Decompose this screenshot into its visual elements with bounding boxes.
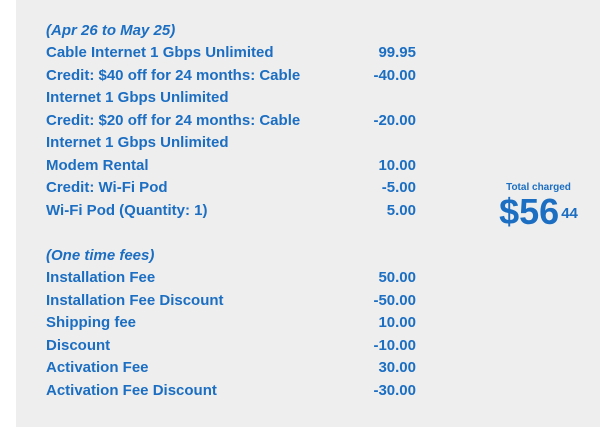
line-item-label: Wi-Fi Pod (Quantity: 1) bbox=[46, 201, 208, 219]
line-item: Wi-Fi Pod (Quantity: 1) 5.00 bbox=[46, 200, 446, 223]
line-item-amount: -5.00 bbox=[381, 179, 416, 196]
line-item-amount: 10.00 bbox=[378, 314, 416, 331]
line-item-label: Credit: Wi-Fi Pod bbox=[46, 179, 168, 196]
line-item-amount: -40.00 bbox=[373, 66, 416, 84]
line-item-label: Installation Fee Discount bbox=[46, 291, 224, 309]
line-item-amount: 99.95 bbox=[378, 44, 416, 61]
line-item-amount: 10.00 bbox=[378, 156, 416, 174]
line-item: Credit: Wi-Fi Pod -5.00 bbox=[46, 177, 446, 200]
bill-panel: (Apr 26 to May 25) Cable Internet 1 Gbps… bbox=[16, 0, 600, 427]
line-item-label: Activation Fee Discount bbox=[46, 381, 217, 399]
line-item-amount: 5.00 bbox=[386, 201, 416, 219]
charges-list: (Apr 26 to May 25) Cable Internet 1 Gbps… bbox=[46, 19, 446, 402]
line-item: Discount -10.00 bbox=[46, 335, 446, 358]
line-item: Shipping fee 10.00 bbox=[46, 312, 446, 335]
line-item: Cable Internet 1 Gbps Unlimited 99.95 bbox=[46, 42, 446, 65]
line-item: Modem Rental 10.00 bbox=[46, 155, 446, 178]
total-dollars: $56 bbox=[499, 191, 560, 232]
line-item-amount: -20.00 bbox=[373, 111, 416, 129]
one-time-fees-heading: (One time fees) bbox=[46, 247, 155, 264]
line-item: Installation Fee 50.00 bbox=[46, 267, 446, 290]
line-item: Activation Fee Discount -30.00 bbox=[46, 380, 446, 403]
line-item-amount: 50.00 bbox=[378, 269, 416, 286]
total-amount: $56 44 bbox=[476, 193, 600, 231]
line-item: Installation Fee Discount -50.00 bbox=[46, 290, 446, 313]
line-item-label: Modem Rental bbox=[46, 156, 149, 174]
line-item-label: Cable Internet 1 Gbps Unlimited bbox=[46, 44, 274, 61]
total-label: Total charged bbox=[506, 182, 571, 193]
line-item-amount: -10.00 bbox=[373, 336, 416, 354]
line-item-label: Activation Fee bbox=[46, 359, 149, 376]
line-item-label: Credit: $40 off for 24 months: Cable Int… bbox=[46, 66, 301, 107]
line-item: Credit: $40 off for 24 months: Cable Int… bbox=[46, 65, 446, 110]
line-item-amount: -50.00 bbox=[373, 291, 416, 309]
line-item-amount: 30.00 bbox=[378, 359, 416, 376]
line-item-label: Shipping fee bbox=[46, 314, 136, 331]
line-item: Credit: $20 off for 24 months: Cable Int… bbox=[46, 110, 446, 155]
total-cents: 44 bbox=[561, 205, 578, 222]
line-item: Activation Fee 30.00 bbox=[46, 357, 446, 380]
total-charged: Total charged $56 44 bbox=[476, 182, 600, 231]
line-item-amount: -30.00 bbox=[373, 381, 416, 399]
line-item-label: Discount bbox=[46, 336, 111, 354]
line-item-label: Installation Fee bbox=[46, 269, 156, 286]
billing-period-heading: (Apr 26 to May 25) bbox=[46, 22, 176, 39]
line-item-label: Credit: $20 off for 24 months: Cable Int… bbox=[46, 111, 301, 152]
